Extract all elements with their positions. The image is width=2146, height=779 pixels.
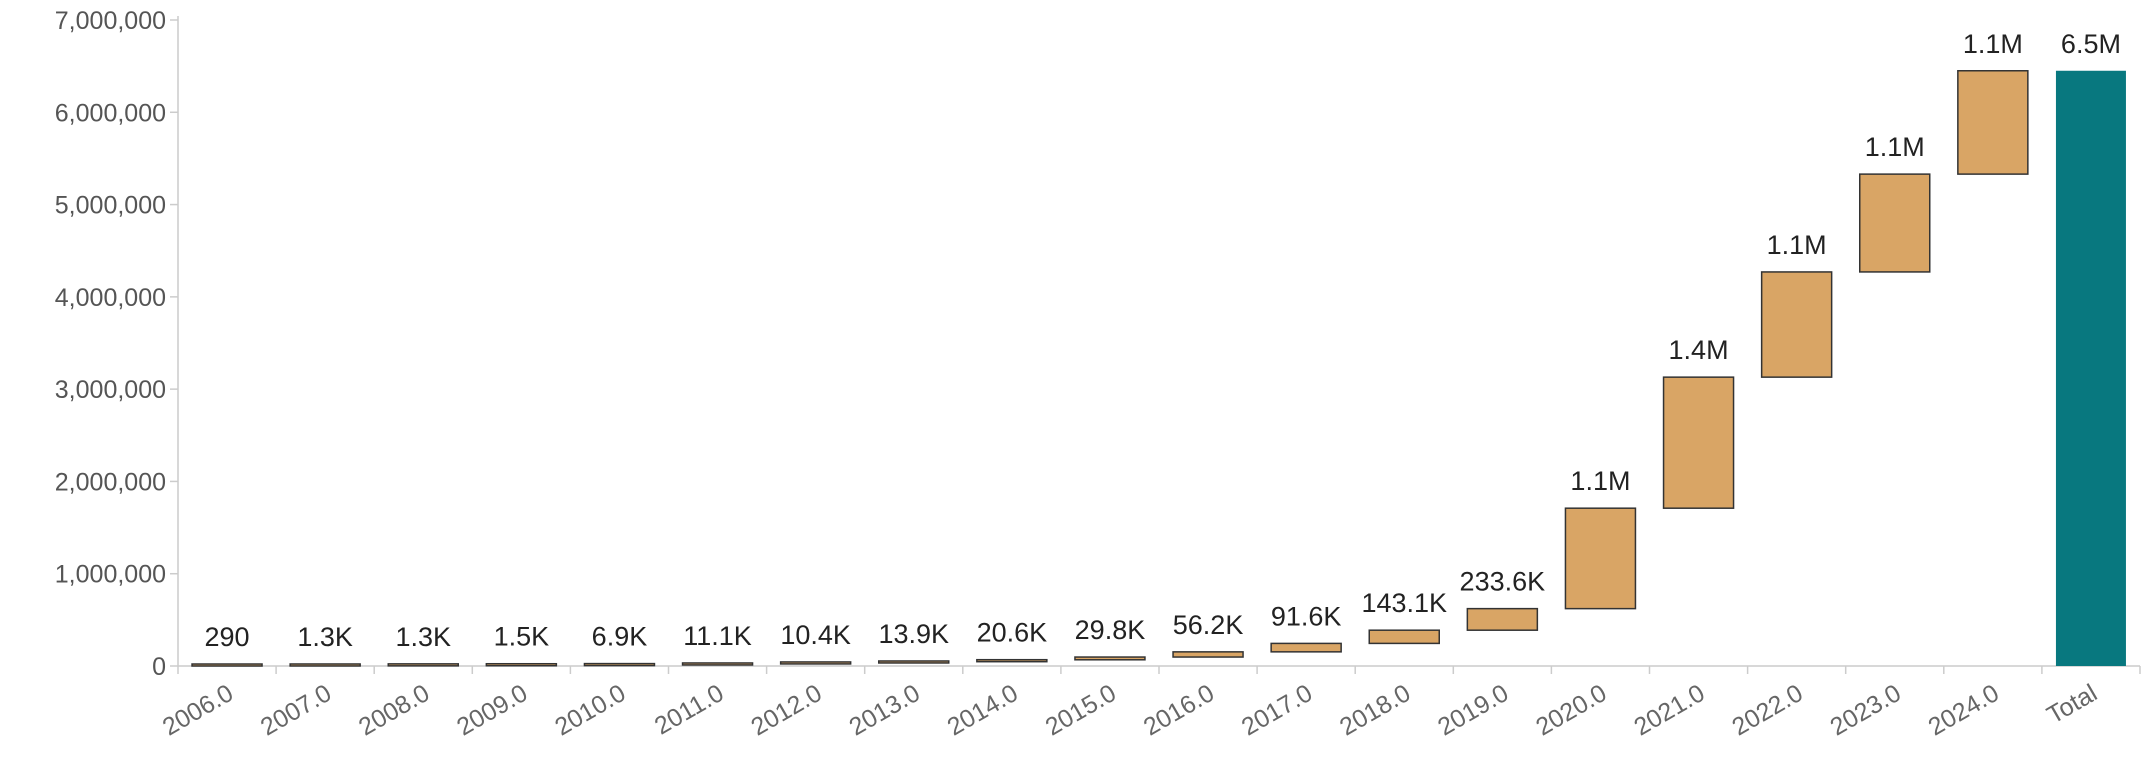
x-tick-label: 2006.0 [158,679,238,741]
labels-layer: 2902006.01.3K2007.01.3K2008.01.5K2009.06… [158,29,2121,742]
data-label-2018.0: 143.1K [1361,588,1447,618]
bar-2010.0 [583,662,656,667]
y-tick-label: 0 [152,653,166,681]
data-label-2010.0: 6.9K [592,622,648,652]
bar-2006.0 [191,663,263,667]
x-tick-label: 2023.0 [1826,679,1906,741]
axis-layer: 0 1,000,000 2,000,000 3,000,000 4,000,000 5,0… [55,7,2141,681]
x-tick-label: 2007.0 [256,679,336,741]
y-tick-label: 4,000,000 [55,284,166,312]
data-label-2023.0: 1.1M [1865,132,1925,162]
data-label-2015.0: 29.8K [1075,615,1146,645]
x-tick-label: Total [2042,679,2102,730]
bar-2009.0 [485,662,558,667]
bar-2023.0 [1859,173,1931,273]
bar-2015.0 [1074,656,1146,661]
data-label-2016.0: 56.2K [1173,610,1244,640]
bar-2014.0 [976,658,1048,663]
bar-2012.0 [779,661,852,665]
bar-2020.0 [1564,507,1637,610]
x-tick-label: 2012.0 [746,679,826,741]
x-tick-label: 2009.0 [452,679,532,741]
y-tick-label: 3,000,000 [55,376,166,404]
x-tick-label: 2018.0 [1335,679,1415,741]
bar-2016.0 [1172,651,1244,658]
data-label-2007.0: 1.3K [297,622,353,652]
bar-2021.0 [1662,376,1735,509]
x-tick-label: 2019.0 [1433,679,1513,741]
x-tick-label: 2014.0 [943,679,1023,741]
x-tick-label: 2010.0 [550,679,630,741]
bar-2011.0 [681,662,754,666]
x-tick-label: 2020.0 [1531,679,1611,741]
data-label-2019.0: 233.6K [1460,567,1546,597]
data-label-2022.0: 1.1M [1767,230,1827,260]
data-label-2024.0: 1.1M [1963,29,2023,59]
x-tick-label: 2008.0 [354,679,434,741]
x-tick-label: 2017.0 [1237,679,1317,741]
y-tick-label: 6,000,000 [55,99,166,127]
bar-2019.0 [1466,607,1539,631]
data-label-2014.0: 20.6K [977,618,1048,648]
data-label-2020.0: 1.1M [1570,466,1630,496]
data-label-total: 6.5M [2061,29,2121,59]
data-label-2013.0: 13.9K [878,619,949,649]
bar-2008.0 [387,663,459,667]
bars-layer [191,70,2126,667]
bar-2007.0 [289,663,361,667]
data-label-2017.0: 91.6K [1271,601,1342,631]
data-label-2006.0: 290 [205,622,250,652]
bar-2022.0 [1760,271,1833,378]
bar-total [2055,70,2126,666]
x-tick-label: 2022.0 [1727,679,1807,741]
data-label-2021.0: 1.4M [1669,335,1729,365]
y-tick-label: 1,000,000 [55,561,166,589]
bar-2013.0 [878,660,950,664]
y-tick-label: 2,000,000 [55,468,166,496]
x-tick-label: 2011.0 [650,679,729,741]
x-tick-label: 2016.0 [1139,679,1219,741]
x-tick-label: 2013.0 [845,679,925,741]
data-label-2012.0: 10.4K [780,620,851,650]
bar-2018.0 [1368,629,1440,645]
y-tick-label: 5,000,000 [55,192,166,220]
bar-2024.0 [1957,70,2029,175]
x-tick-label: 2021.0 [1629,679,1709,741]
bar-2017.0 [1270,642,1342,653]
x-tick-label: 2024.0 [1924,679,2004,741]
data-label-2008.0: 1.3K [395,622,451,652]
data-label-2011.0: 11.1K [683,621,752,651]
x-tick-label: 2015.0 [1041,679,1121,741]
y-tick-label: 7,000,000 [55,7,166,35]
data-label-2009.0: 1.5K [494,622,550,652]
